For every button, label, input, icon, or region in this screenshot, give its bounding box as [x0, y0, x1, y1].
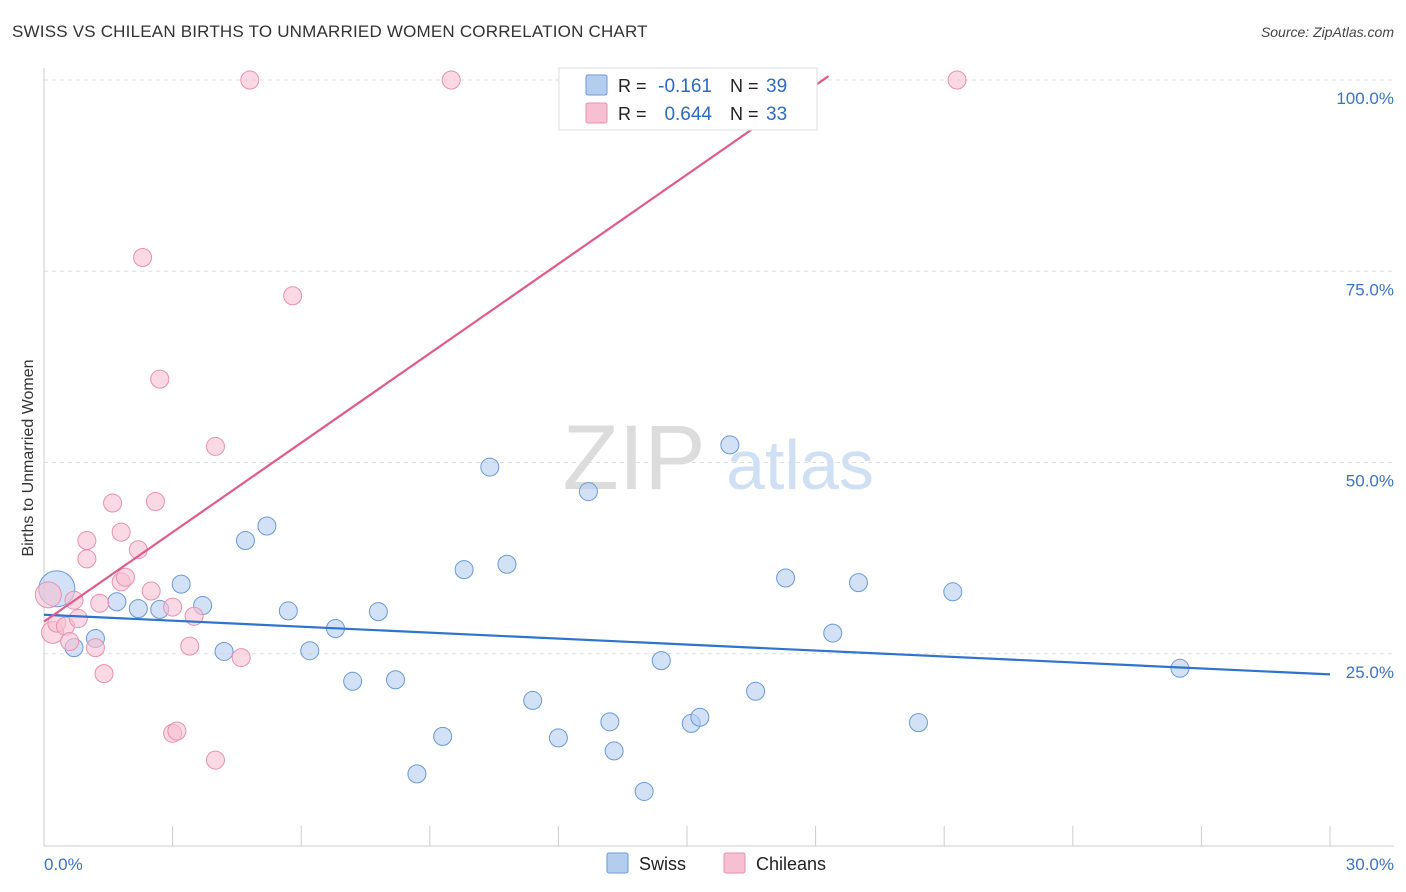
swiss-point-8 — [214, 641, 234, 661]
chileans-point-19 — [145, 492, 165, 512]
chileans-point-27 — [205, 436, 225, 456]
watermark: ZIP atlas — [562, 407, 874, 509]
y-tick-label-50: 50.0% — [1346, 472, 1394, 491]
swiss-point-19 — [454, 560, 474, 580]
swiss-n-value: 39 — [766, 76, 787, 97]
swiss-point-18 — [433, 726, 453, 746]
chileans-point-30 — [283, 286, 303, 306]
chileans-legend-swatch — [585, 102, 608, 124]
series-legend: Swiss Chileans — [606, 852, 826, 874]
chileans-point-4 — [60, 632, 80, 652]
chileans-point-9 — [85, 638, 105, 658]
swiss-point-27 — [634, 781, 654, 801]
chileans-trend-line — [43, 75, 830, 623]
chart-title: SWISS VS CHILEAN BIRTHS TO UNMARRIED WOM… — [12, 22, 648, 41]
y-tick-label-100: 100.0% — [1336, 89, 1394, 108]
swiss-r-value: -0.161 — [658, 76, 712, 97]
swiss-point-23 — [548, 728, 568, 748]
chileans-point-12 — [103, 493, 123, 513]
x-tick-label-min: 0.0% — [44, 855, 83, 874]
swiss-point-34 — [823, 623, 843, 643]
swiss-point-17 — [407, 764, 427, 784]
watermark-atlas: atlas — [726, 426, 874, 504]
chileans-point-14 — [111, 522, 131, 542]
swiss-point-30 — [690, 707, 710, 727]
chileans-point-15 — [115, 567, 135, 587]
stats-legend: R = -0.161 N = 39 R = 0.644 N = 33 — [558, 67, 818, 131]
y-tick-labels: 25.0% 50.0% 75.0% 100.0% — [1336, 89, 1394, 682]
swiss-point-24 — [578, 482, 598, 502]
swiss-n-label: N = — [730, 76, 759, 96]
swiss-point-36 — [908, 713, 928, 733]
swiss-point-6 — [171, 574, 191, 594]
swiss-point-3 — [107, 592, 127, 612]
legend-swiss-label: Swiss — [639, 854, 686, 874]
swiss-point-14 — [343, 671, 363, 691]
swiss-point-28 — [651, 651, 671, 671]
legend-chileans-swatch — [723, 852, 746, 874]
y-axis-label: Births to Unmarried Women — [20, 359, 37, 556]
x-tick-label-max: 30.0% — [1346, 855, 1394, 874]
chileans-n-value: 33 — [766, 104, 787, 125]
chileans-point-10 — [90, 593, 110, 613]
legend-swiss-swatch — [606, 852, 629, 874]
swiss-point-25 — [600, 712, 620, 732]
swiss-point-31 — [720, 435, 740, 455]
swiss-point-20 — [480, 457, 500, 477]
chileans-point-21 — [163, 597, 183, 617]
legend-chileans-label: Chileans — [756, 854, 826, 874]
y-tick-label-25: 25.0% — [1346, 663, 1394, 682]
chileans-point-18 — [141, 581, 161, 601]
chileans-point-7 — [77, 549, 97, 569]
gridlines — [44, 79, 1394, 655]
swiss-legend-swatch — [585, 74, 608, 96]
points-layer — [34, 70, 1190, 801]
chileans-point-11 — [94, 664, 114, 684]
swiss-point-9 — [235, 531, 255, 551]
swiss-point-15 — [368, 602, 388, 622]
chileans-n-label: N = — [730, 104, 759, 124]
chileans-point-8 — [77, 531, 97, 551]
chileans-r-value: 0.644 — [664, 104, 712, 125]
swiss-point-32 — [746, 681, 766, 701]
swiss-trend-line — [43, 613, 1331, 676]
swiss-point-35 — [848, 573, 868, 593]
swiss-point-11 — [278, 601, 298, 621]
chileans-point-20 — [150, 369, 170, 389]
swiss-point-33 — [776, 568, 796, 588]
chart-source: Source: ZipAtlas.com — [1260, 24, 1394, 40]
chileans-point-26 — [205, 750, 225, 770]
chileans-point-17 — [133, 247, 153, 267]
chileans-point-29 — [240, 70, 260, 90]
y-tick-label-75: 75.0% — [1346, 280, 1394, 299]
chileans-point-0 — [34, 581, 62, 609]
swiss-r-label: R = — [618, 76, 647, 96]
swiss-point-12 — [300, 641, 320, 661]
swiss-point-37 — [943, 582, 963, 602]
swiss-point-10 — [257, 516, 277, 536]
x-tick-marks — [43, 826, 1331, 846]
chileans-point-24 — [180, 636, 200, 656]
chileans-point-28 — [231, 648, 251, 668]
chileans-point-31 — [441, 70, 461, 90]
swiss-point-16 — [386, 670, 406, 690]
trend-layer — [43, 75, 1331, 676]
swiss-point-4 — [128, 599, 148, 619]
chileans-r-label: R = — [618, 104, 647, 124]
chileans-point-23 — [167, 721, 187, 741]
swiss-point-21 — [497, 554, 517, 574]
chileans-point-6 — [68, 609, 88, 629]
chileans-point-32 — [947, 70, 967, 90]
swiss-point-26 — [604, 741, 624, 761]
swiss-point-22 — [523, 690, 543, 710]
